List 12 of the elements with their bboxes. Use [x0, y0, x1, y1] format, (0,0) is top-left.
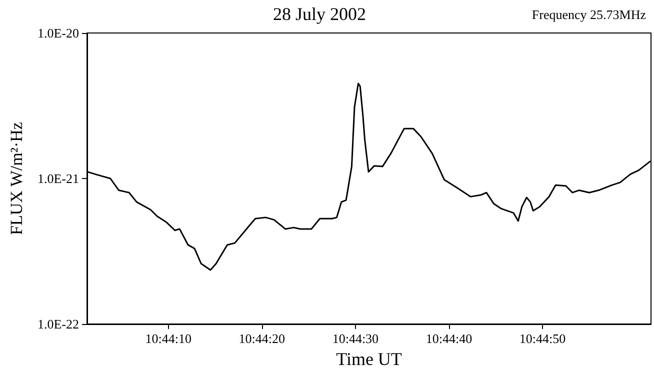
y-tick-label: 1.0E-21: [37, 171, 79, 186]
x-axis-title: Time UT: [336, 348, 402, 369]
chart-title: 28 July 2002: [273, 4, 366, 24]
x-tick-label: 10:44:50: [519, 331, 566, 346]
x-tick-label: 10:44:10: [145, 331, 192, 346]
x-tick-label: 10:44:20: [238, 331, 286, 346]
y-axis-title: FLUX W/m²·Hz: [7, 122, 26, 235]
text: Frequency 25.73MHz: [532, 7, 646, 22]
x-tick-label: 10:44:30: [332, 331, 379, 346]
y-tick-label: 1.0E-22: [37, 316, 79, 332]
y-tick-label: 1.0E-20: [37, 26, 79, 40]
x-tick-label: 10:44:40: [426, 331, 472, 346]
